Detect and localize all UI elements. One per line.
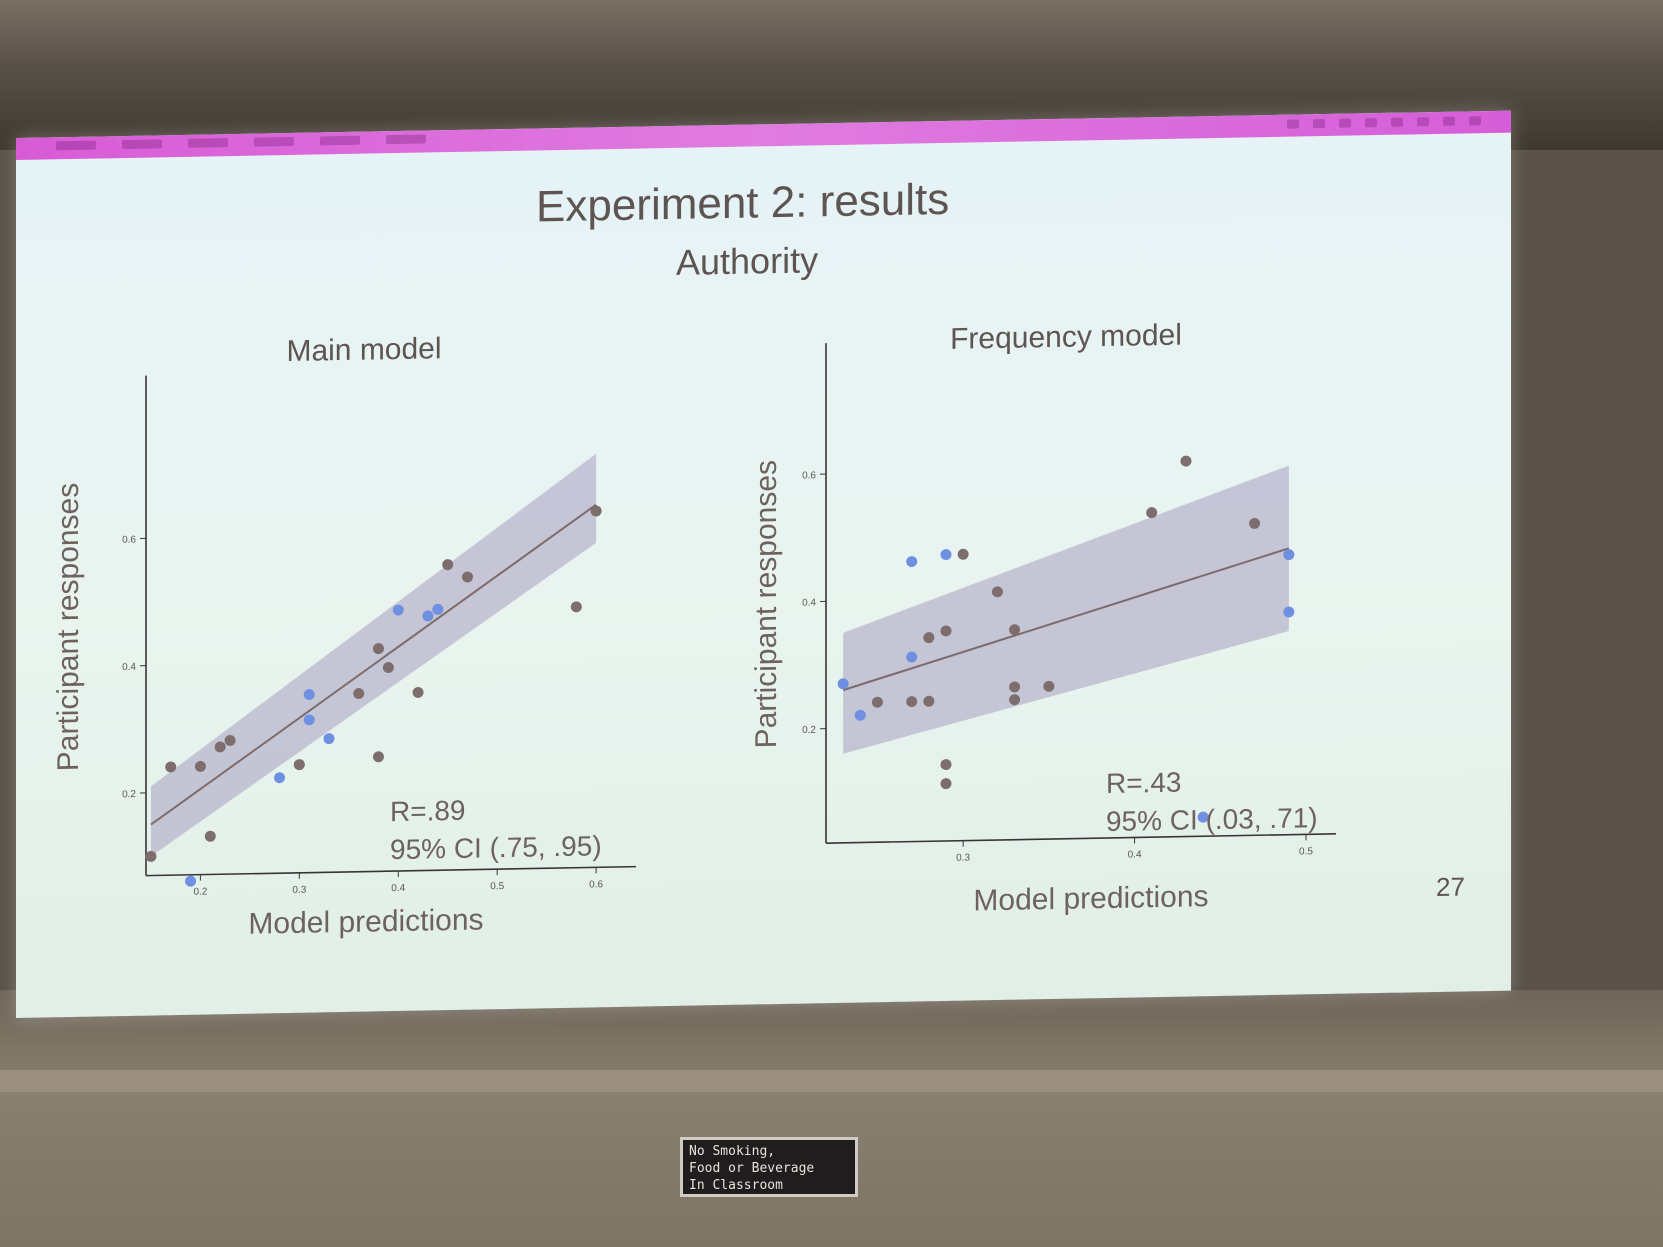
data-point xyxy=(957,548,969,560)
data-point xyxy=(1146,507,1158,519)
no-smoking-sign: No Smoking, Food or Beverage In Classroo… xyxy=(680,1137,858,1197)
data-point xyxy=(224,734,236,746)
data-point xyxy=(392,604,404,616)
data-point xyxy=(1283,549,1295,561)
data-point xyxy=(940,549,952,561)
data-point xyxy=(293,759,305,771)
notice-line: In Classroom xyxy=(689,1178,783,1193)
data-point xyxy=(871,696,883,708)
data-point xyxy=(590,505,602,517)
notice-line: Food or Beverage xyxy=(689,1161,815,1176)
page-number: 27 xyxy=(1436,871,1465,902)
chart-title: Main model xyxy=(286,332,441,368)
data-point xyxy=(185,875,197,887)
data-point xyxy=(372,643,384,655)
main-model-plot: 0.2 0.3 0.4 0.5 0.6 0.2 0.4 0.6 Main model Model … xyxy=(52,332,636,941)
chart-title: Frequency model xyxy=(950,319,1182,356)
chalk-ledge xyxy=(0,1070,1663,1092)
data-point xyxy=(940,759,952,771)
x-tick-label: 0.5 xyxy=(490,881,504,892)
data-point xyxy=(382,662,394,674)
data-point xyxy=(353,688,365,700)
data-point xyxy=(1283,606,1295,618)
data-point xyxy=(204,830,216,842)
correlation-label: R=.43 xyxy=(1106,767,1181,799)
data-point xyxy=(462,571,474,583)
data-point xyxy=(412,686,424,698)
data-point xyxy=(422,610,434,622)
x-axis-label: Model predictions xyxy=(248,903,483,940)
data-point xyxy=(145,850,157,862)
y-tick-label: 0.2 xyxy=(122,789,136,800)
x-axis xyxy=(146,865,636,877)
data-point xyxy=(1180,455,1192,467)
x-tick-label: 0.4 xyxy=(391,883,405,894)
confidence-band xyxy=(150,453,597,857)
data-point xyxy=(323,733,335,745)
projected-slide: Experiment 2: results Authority 0.2 0.3 0.… xyxy=(16,110,1511,1019)
y-tick-label: 0.6 xyxy=(802,470,816,481)
data-point xyxy=(1009,681,1021,693)
data-point xyxy=(442,559,454,571)
y-tick-label: 0.4 xyxy=(802,598,816,609)
x-tick-label: 0.5 xyxy=(1299,846,1313,857)
data-point xyxy=(923,632,935,644)
y-axis-label: Participant responses xyxy=(52,482,85,771)
confidence-interval-label: 95% CI (.03, .71) xyxy=(1106,802,1318,837)
y-tick-label: 0.4 xyxy=(122,662,136,673)
data-point xyxy=(303,688,315,700)
data-point xyxy=(923,695,935,707)
data-point xyxy=(432,603,444,615)
correlation-label: R=.89 xyxy=(390,795,465,827)
data-point xyxy=(1009,624,1021,636)
data-point xyxy=(194,760,206,772)
data-point xyxy=(214,741,226,753)
data-point xyxy=(854,709,866,721)
regression-line xyxy=(150,503,597,826)
data-point xyxy=(906,556,918,568)
data-point xyxy=(570,601,582,613)
x-tick-label: 0.3 xyxy=(956,853,970,864)
x-axis xyxy=(826,833,1336,844)
data-point xyxy=(940,625,952,637)
data-point xyxy=(1249,517,1261,529)
data-point xyxy=(1197,811,1209,823)
regression-line xyxy=(842,547,1290,692)
data-point xyxy=(906,651,918,663)
data-point xyxy=(991,586,1003,598)
x-tick-label: 0.3 xyxy=(292,885,306,896)
wall-bottom xyxy=(0,990,1663,1247)
data-point xyxy=(837,678,849,690)
data-point xyxy=(1043,680,1055,692)
x-tick-label: 0.4 xyxy=(1128,849,1142,860)
data-point xyxy=(274,772,286,784)
notice-line: No Smoking, xyxy=(689,1144,776,1159)
data-point xyxy=(303,714,315,726)
x-tick-label: 0.6 xyxy=(589,879,603,890)
frequency-model-plot: 0.3 0.4 0.5 0.2 0.4 0.6 Frequency model Model p… xyxy=(750,319,1336,917)
confidence-band xyxy=(843,465,1289,754)
x-tick-label: 0.2 xyxy=(193,886,207,897)
confidence-interval-label: 95% CI (.75, .95) xyxy=(390,830,602,865)
data-point xyxy=(940,778,952,790)
data-point xyxy=(165,761,177,773)
data-point xyxy=(906,696,918,708)
y-tick-label: 0.2 xyxy=(802,725,816,736)
data-point xyxy=(1009,694,1021,706)
y-axis-label: Participant responses xyxy=(750,460,783,749)
x-axis-label: Model predictions xyxy=(973,880,1208,917)
y-tick-label: 0.6 xyxy=(122,535,136,546)
data-point xyxy=(372,751,384,763)
